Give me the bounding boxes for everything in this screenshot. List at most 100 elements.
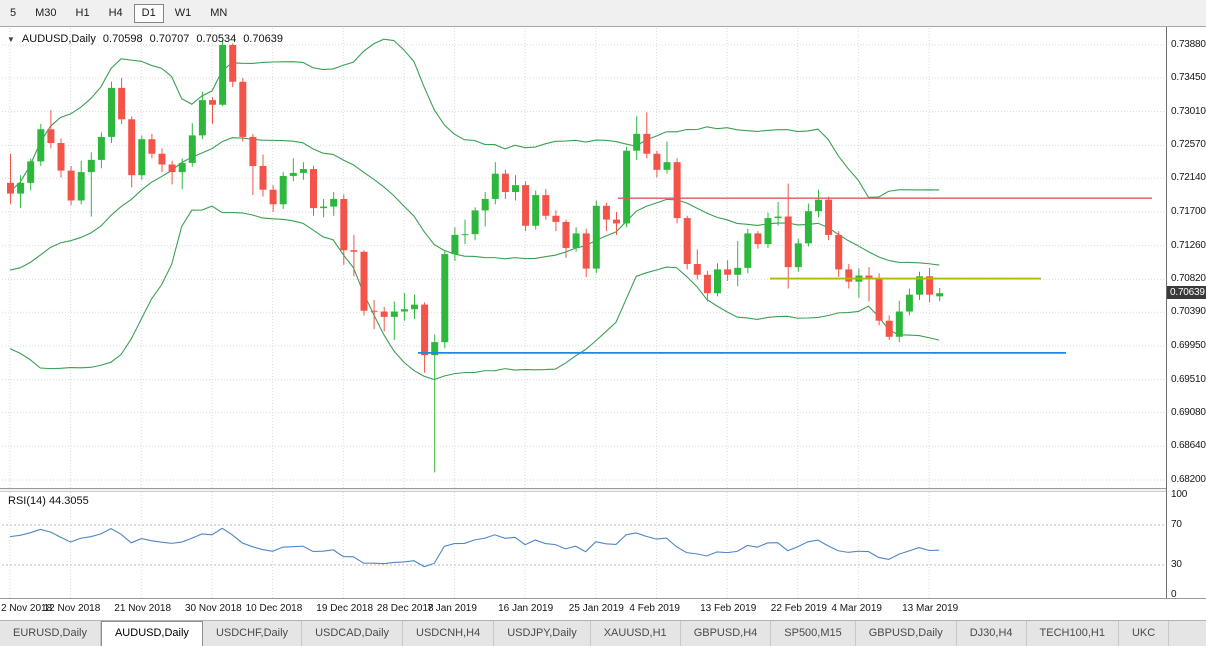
candle-body (421, 304, 429, 356)
date-tick-label: 16 Jan 2019 (498, 603, 554, 614)
date-axis: 2 Nov 2018 12 Nov 2018 21 Nov 2018 30 Nov 2… (0, 598, 1206, 620)
candle-body (340, 198, 348, 251)
candle-body (532, 195, 540, 226)
candle-body (47, 129, 55, 144)
date-tick-label: 22 Feb 2019 (770, 603, 827, 614)
chart-tab-tech100-h1[interactable]: TECH100,H1 (1027, 621, 1119, 646)
candle-body (835, 234, 843, 270)
date-tick-label: 21 Nov 2018 (114, 603, 172, 614)
chart-window: ▼ AUDUSD,Daily 0.70598 0.70707 0.70534 0… (0, 27, 1206, 620)
chart-tab-usdcnh-h4[interactable]: USDCNH,H4 (403, 621, 495, 646)
candle-body (138, 139, 146, 176)
candle-body (259, 166, 267, 190)
chart-tab-usdjpy-daily[interactable]: USDJPY,Daily (494, 621, 591, 646)
candle-body (774, 216, 782, 219)
chart-tab-usdcad-daily[interactable]: USDCAD,Daily (302, 621, 404, 646)
candle-body (522, 185, 530, 226)
candle-body (693, 264, 701, 275)
chart-tab-gbpusd-h4[interactable]: GBPUSD,H4 (681, 621, 772, 646)
candle-body (97, 136, 105, 160)
price-tick-label: 0.71700 (1171, 205, 1206, 217)
candle-body (390, 311, 398, 317)
timeframe-button-h1[interactable]: H1 (68, 4, 98, 23)
timeframe-button-w1[interactable]: W1 (167, 4, 200, 23)
price-chart-pane[interactable] (2, 28, 1164, 489)
timeframe-toolbar: 5 M30 H1 H4 D1 W1 MN (0, 0, 1206, 27)
ohlc-open: 0.70598 (102, 33, 143, 45)
chart-tab-dj30-h4[interactable]: DJ30,H4 (957, 621, 1027, 646)
candle-body (299, 169, 307, 173)
candle-body (885, 320, 893, 337)
candle-body (37, 129, 45, 162)
price-tick-label: 0.69510 (1171, 373, 1206, 385)
price-tick-label: 0.71260 (1171, 239, 1206, 251)
candle-body (67, 170, 75, 201)
candle-body (512, 185, 519, 193)
candle-body (77, 172, 85, 201)
chart-tab-eurusd-daily[interactable]: EURUSD,Daily (0, 621, 101, 646)
candle-body (178, 162, 186, 173)
candle-body (794, 243, 802, 268)
price-tick-label: 0.73010 (1171, 105, 1206, 117)
rsi-indicator-name: RSI(14) (8, 495, 46, 507)
chart-tab-ukc[interactable]: UKC (1119, 621, 1170, 646)
current-price-badge: 0.70639 (1167, 286, 1206, 300)
price-tick-label: 0.69080 (1171, 406, 1206, 418)
candle-body (279, 175, 287, 205)
date-tick-label: 2 Nov 2018 (1, 603, 53, 614)
candle-body (188, 135, 196, 163)
candle-body (158, 153, 166, 165)
pane-divider[interactable] (0, 488, 1166, 492)
timeframe-button-m30[interactable]: M30 (27, 4, 64, 23)
candle-body (895, 311, 903, 337)
candle-body (198, 100, 206, 136)
candle-body (87, 159, 95, 173)
chart-tab-audusd-daily[interactable]: AUDUSD,Daily (100, 621, 203, 646)
price-tick-label: 0.73880 (1171, 39, 1206, 50)
rsi-line (9, 527, 940, 568)
candle-body (845, 269, 853, 282)
chart-tab-xauusd-h1[interactable]: XAUUSD,H1 (591, 621, 681, 646)
candle-body (168, 164, 176, 173)
price-tick-label: 0.72570 (1171, 139, 1206, 151)
axis-separator (1166, 27, 1167, 598)
ohlc-high: 0.70707 (149, 33, 190, 45)
candle-body (804, 211, 812, 244)
rsi-tick-label: 100 (1171, 489, 1188, 500)
chart-tab-gbpusd-daily[interactable]: GBPUSD,Daily (856, 621, 957, 646)
bollinger-lower-band (9, 205, 940, 381)
date-tick-label: 10 Dec 2018 (245, 603, 303, 614)
timeframe-button-h4[interactable]: H4 (101, 4, 131, 23)
rsi-tick-label: 30 (1171, 559, 1182, 570)
timeframe-button-mn[interactable]: MN (202, 4, 235, 23)
rsi-tick-label: 0 (1171, 589, 1177, 600)
candle-body (825, 199, 833, 235)
candle-body (562, 221, 570, 248)
candle-body (734, 267, 742, 275)
timeframe-button-5[interactable]: 5 (2, 4, 24, 23)
candle-body (330, 198, 338, 207)
chart-title: ▼ AUDUSD,Daily 0.70598 0.70707 0.70534 0… (7, 33, 283, 45)
chart-dropdown-icon[interactable]: ▼ (7, 35, 15, 44)
date-tick-label: 28 Dec 2018 (376, 603, 434, 614)
candle-body (936, 293, 944, 297)
rsi-pane[interactable] (2, 492, 1164, 598)
candle-body (653, 153, 661, 170)
candle-body (926, 276, 934, 295)
candle-body (57, 143, 65, 171)
ohlc-close: 0.70639 (243, 33, 283, 45)
timeframe-button-d1[interactable]: D1 (133, 3, 164, 23)
price-tick-label: 0.70820 (1171, 273, 1206, 285)
bollinger-upper-band (9, 38, 940, 198)
candle-body (501, 173, 509, 193)
candle-body (582, 233, 590, 269)
candles (7, 40, 944, 473)
price-tick-label: 0.73450 (1171, 71, 1206, 83)
chart-tab-usdchf-daily[interactable]: USDCHF,Daily (203, 621, 303, 646)
date-tick-label: 4 Mar 2019 (831, 603, 882, 614)
price-tick-label: 0.68200 (1171, 474, 1206, 485)
candle-body (542, 195, 550, 216)
candle-body (724, 269, 732, 275)
chart-tab-sp500-m15[interactable]: SP500,M15 (771, 621, 856, 646)
bollinger-middle-band (9, 137, 940, 271)
